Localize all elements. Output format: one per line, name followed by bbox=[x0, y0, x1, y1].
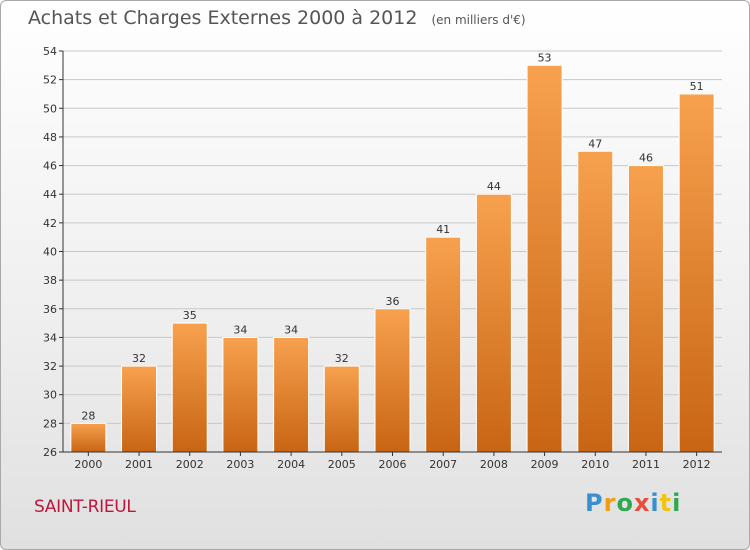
x-tick-label: 2001 bbox=[125, 458, 153, 471]
logo-letter: t bbox=[659, 489, 673, 517]
x-tick-label: 2005 bbox=[328, 458, 356, 471]
commune-name: SAINT-RIEUL bbox=[34, 497, 136, 517]
data-label: 32 bbox=[335, 352, 349, 365]
bar bbox=[577, 150, 614, 453]
bar bbox=[70, 422, 107, 453]
y-tick-label: 44 bbox=[43, 188, 57, 201]
y-tick-label: 42 bbox=[43, 217, 57, 230]
data-label: 28 bbox=[81, 409, 95, 422]
y-tick-label: 48 bbox=[43, 131, 57, 144]
x-tick-label: 2012 bbox=[683, 458, 711, 471]
logo-letter: i bbox=[650, 489, 660, 517]
y-tick-label: 52 bbox=[43, 74, 57, 87]
bar bbox=[526, 64, 563, 453]
bar bbox=[171, 322, 208, 453]
logo-letter: P bbox=[585, 489, 604, 517]
bar bbox=[678, 93, 715, 453]
data-label: 51 bbox=[690, 80, 704, 93]
logo-letter: i bbox=[672, 489, 682, 517]
bar bbox=[374, 308, 411, 453]
x-tick-label: 2009 bbox=[531, 458, 559, 471]
data-label: 44 bbox=[487, 180, 501, 193]
data-label: 53 bbox=[538, 51, 552, 64]
data-label: 34 bbox=[284, 323, 298, 336]
y-tick-label: 28 bbox=[43, 417, 57, 430]
bar bbox=[425, 236, 462, 453]
x-tick-label: 2006 bbox=[379, 458, 407, 471]
y-tick-label: 34 bbox=[43, 331, 57, 344]
x-tick-label: 2004 bbox=[277, 458, 305, 471]
bar bbox=[222, 336, 259, 453]
bar bbox=[475, 193, 512, 453]
x-tick-label: 2002 bbox=[176, 458, 204, 471]
title-text: Achats et Charges Externes 2000 à 2012 bbox=[28, 7, 418, 29]
data-label: 47 bbox=[588, 137, 602, 150]
x-tick-label: 2010 bbox=[581, 458, 609, 471]
data-label: 41 bbox=[436, 223, 450, 236]
bar bbox=[627, 165, 664, 453]
y-tick-label: 32 bbox=[43, 360, 57, 373]
bar bbox=[273, 336, 310, 453]
data-label: 36 bbox=[386, 295, 400, 308]
logo-letter: r bbox=[603, 489, 617, 517]
y-tick-label: 40 bbox=[43, 246, 57, 259]
data-label: 46 bbox=[639, 152, 653, 165]
chart-title: Achats et Charges Externes 2000 à 2012 (e… bbox=[28, 7, 526, 29]
y-tick-label: 30 bbox=[43, 389, 57, 402]
x-tick-label: 2000 bbox=[74, 458, 102, 471]
x-tick-label: 2007 bbox=[429, 458, 457, 471]
y-tick-label: 26 bbox=[43, 446, 57, 459]
logo-letter: x bbox=[633, 489, 651, 517]
unit-label: (en milliers d'€) bbox=[431, 13, 526, 27]
bar bbox=[323, 365, 360, 453]
y-tick-label: 38 bbox=[43, 274, 57, 287]
data-label: 34 bbox=[233, 323, 247, 336]
bar bbox=[121, 365, 158, 453]
y-tick-label: 50 bbox=[43, 102, 57, 115]
logo-letter: o bbox=[616, 489, 634, 517]
x-tick-label: 2003 bbox=[226, 458, 254, 471]
y-tick-label: 36 bbox=[43, 303, 57, 316]
data-label: 35 bbox=[183, 309, 197, 322]
y-tick-label: 46 bbox=[43, 160, 57, 173]
data-label: 32 bbox=[132, 352, 146, 365]
x-tick-label: 2008 bbox=[480, 458, 508, 471]
x-tick-label: 2011 bbox=[632, 458, 660, 471]
proxiti-logo[interactable]: Proxiti bbox=[585, 489, 681, 517]
y-tick-label: 54 bbox=[43, 45, 57, 58]
